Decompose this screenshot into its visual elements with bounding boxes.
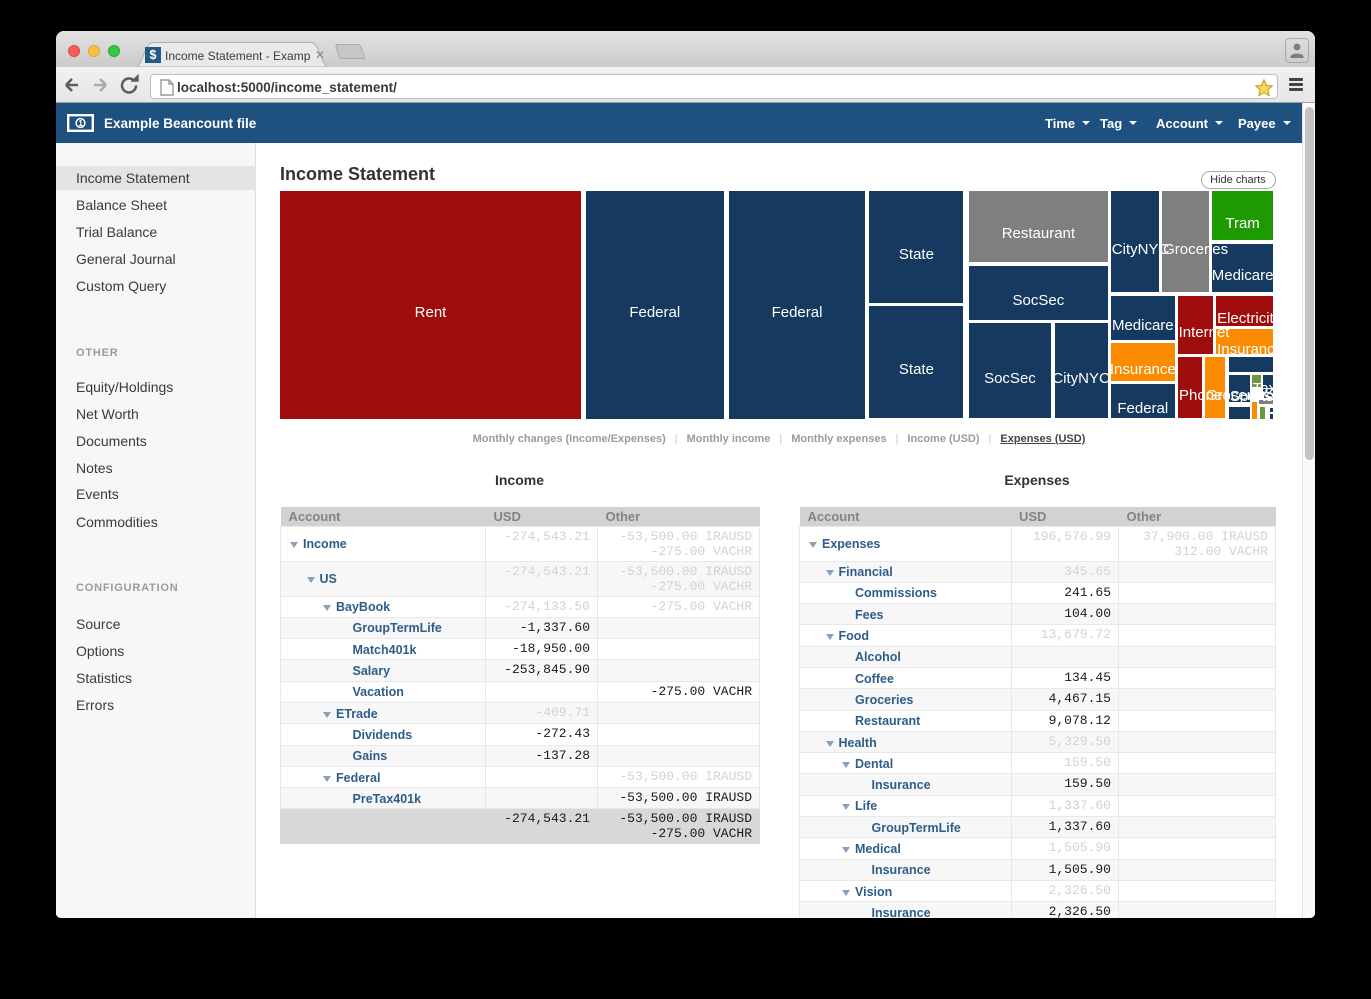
svg-text:1: 1 — [78, 118, 83, 128]
